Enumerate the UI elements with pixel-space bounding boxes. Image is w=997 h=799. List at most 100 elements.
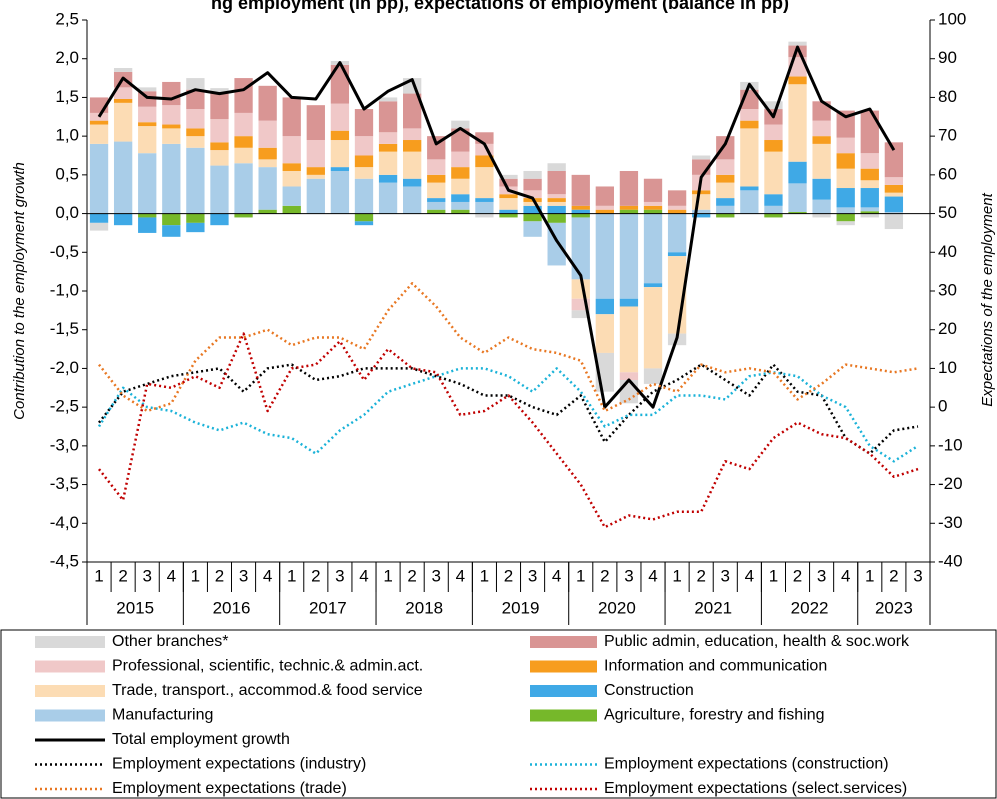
bar-segment — [354, 221, 374, 226]
bar-segment — [258, 85, 277, 121]
bar-segment — [571, 217, 590, 280]
bar-segment — [427, 159, 446, 175]
x-tick-label: 2 — [600, 566, 609, 585]
bar-segment — [282, 186, 301, 206]
bar-segment — [354, 167, 374, 179]
bar-segment — [547, 170, 566, 195]
legend-label: Employment expectations (select.services… — [604, 780, 907, 797]
bar-segment — [138, 122, 157, 127]
bar-segment — [764, 140, 783, 152]
bar-segment — [89, 222, 109, 231]
bar-segment — [836, 137, 855, 154]
y2-tick-label: -10 — [938, 435, 963, 454]
bar-segment — [210, 213, 229, 226]
bar-segment — [643, 213, 663, 284]
bar-segment — [330, 130, 350, 141]
y-tick-label: -4,5 — [50, 551, 79, 570]
bar-segment — [89, 124, 109, 144]
y-tick-label: -2,5 — [50, 397, 79, 416]
bar-segment — [595, 213, 614, 299]
y-tick-label: -4,0 — [50, 513, 79, 532]
bar-segment — [138, 153, 157, 214]
y2-tick-label: 90 — [938, 48, 957, 67]
bar-segment — [523, 221, 542, 237]
bar-segment — [523, 170, 542, 179]
bar-segment — [547, 201, 566, 206]
bar-segment — [764, 205, 783, 214]
bar-segment — [451, 128, 470, 152]
legend-label: Total employment growth — [112, 731, 290, 748]
bar-segment — [306, 167, 325, 175]
bar-segment — [716, 182, 735, 199]
bar-segment — [475, 213, 494, 218]
bar-segment — [571, 174, 590, 206]
x-tick-label: 3 — [432, 566, 441, 585]
bar-segment — [378, 97, 398, 102]
legend-label: Information and communication — [604, 658, 827, 675]
bar-segment — [113, 102, 133, 142]
bar-segment — [427, 209, 446, 214]
bar-segment — [595, 314, 614, 353]
bar-segment — [692, 209, 711, 214]
bar-segment — [475, 132, 494, 144]
bar-segment — [113, 141, 133, 214]
x-tick-label: 3 — [817, 566, 826, 585]
bar-segment — [282, 163, 301, 171]
bar-segment — [788, 41, 807, 46]
bar-segment — [210, 119, 229, 143]
bar-segment — [499, 209, 518, 214]
bar-segment — [186, 109, 205, 129]
bar-segment — [186, 213, 205, 223]
bar-segment — [884, 192, 904, 197]
bar-segment — [764, 194, 783, 206]
bar-segment — [330, 170, 350, 214]
bar-segment — [451, 151, 470, 168]
x-tick-label: 4 — [167, 566, 176, 585]
legend-swatch — [530, 709, 597, 722]
legend-swatch — [530, 685, 597, 697]
bar-segment — [619, 209, 639, 214]
bar-segment — [860, 188, 879, 208]
bar-segment — [643, 205, 663, 210]
x-tick-label: 4 — [648, 566, 657, 585]
bar-segment — [186, 89, 205, 110]
y2-tick-label: 20 — [938, 319, 957, 338]
bar-segment — [740, 190, 759, 214]
expectation-line — [98, 282, 919, 413]
y-tick-label: 1,0 — [55, 126, 79, 145]
bar-segment — [523, 201, 542, 206]
x-tick-label: 3 — [624, 566, 633, 585]
bar-segment — [547, 213, 566, 223]
bar-segment — [836, 221, 855, 226]
x-tick-label: 2 — [311, 566, 320, 585]
bar-segment — [860, 207, 879, 212]
bar-segment — [499, 213, 518, 218]
year-label: 2021 — [694, 598, 732, 617]
legend-label: Employment expectations (trade) — [112, 780, 347, 797]
y-tick-label: -1,5 — [50, 319, 79, 338]
bar-segment — [547, 198, 566, 202]
y2-tick-label: 0 — [938, 397, 947, 416]
bar-segment — [595, 298, 614, 315]
bar-segment — [788, 76, 807, 85]
bar-segment — [354, 155, 374, 168]
bar-segment — [162, 213, 181, 226]
bar-segment — [306, 140, 325, 168]
y-tick-label: 0,5 — [55, 164, 79, 183]
bar-segment — [234, 147, 253, 164]
y-tick-label: -2,0 — [50, 358, 79, 377]
bar-segment — [619, 213, 639, 299]
bar-segment — [571, 298, 590, 311]
bar-segment — [812, 120, 831, 137]
bar-segment — [451, 209, 470, 214]
y-tick-label: 2,5 — [55, 9, 79, 28]
bar-segment — [836, 168, 855, 189]
bar-segment — [258, 159, 277, 168]
x-tick-label: 1 — [769, 566, 778, 585]
bar-segment — [162, 225, 181, 237]
bar-segment — [812, 199, 831, 214]
legend-label: Employment expectations (construction) — [604, 756, 889, 773]
bar-segment — [403, 140, 422, 152]
bar-segment — [234, 136, 253, 148]
bar-segment — [812, 178, 831, 200]
